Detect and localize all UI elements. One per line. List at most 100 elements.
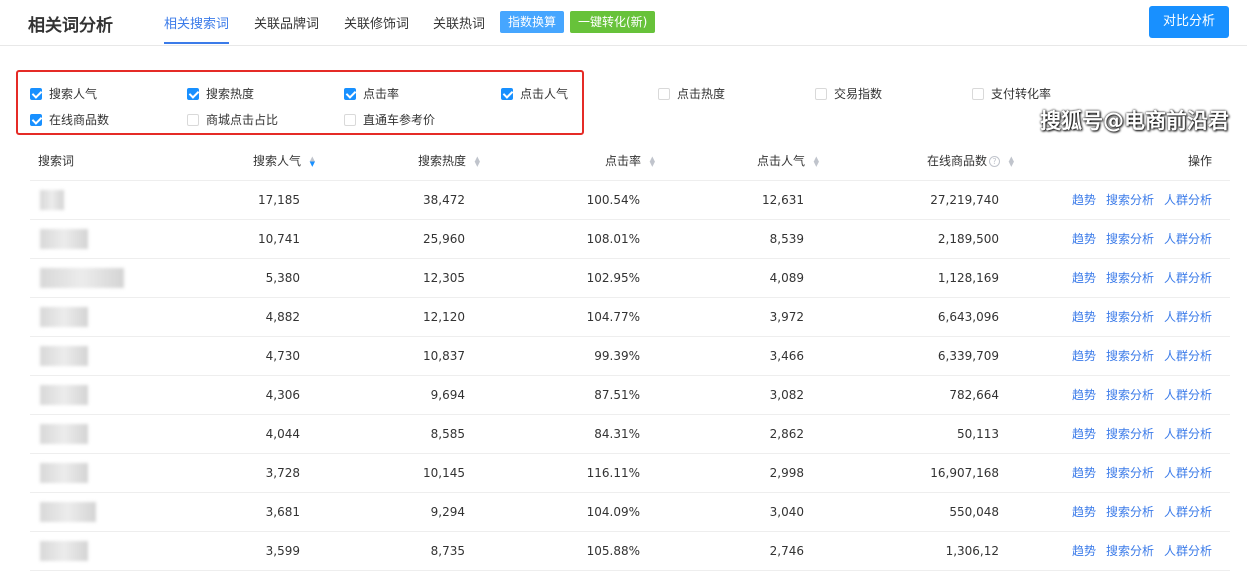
action-link[interactable]: 人群分析 xyxy=(1163,388,1212,402)
filter-checkbox[interactable]: 点击率 xyxy=(344,85,399,102)
tab-brand[interactable]: 关联品牌词 xyxy=(254,17,320,32)
action-link[interactable]: 人群分析 xyxy=(1163,349,1212,363)
action-link[interactable]: 趋势 xyxy=(1071,349,1096,363)
filter-checkbox[interactable]: 直通车参考价 xyxy=(344,111,435,128)
checkbox-icon[interactable] xyxy=(658,87,670,100)
cell-value: 87.51% xyxy=(594,388,640,402)
action-link[interactable]: 趋势 xyxy=(1071,466,1096,480)
tab-hot[interactable]: 关联热词 xyxy=(433,17,486,32)
compare-button[interactable]: 对比分析 xyxy=(1149,6,1229,38)
cell-value: 17,185 xyxy=(258,193,300,207)
cell-value: 8,585 xyxy=(430,427,465,441)
action-link[interactable]: 趋势 xyxy=(1071,232,1096,246)
index-convert-button[interactable]: 指数换算 xyxy=(500,11,565,33)
tab-modifier[interactable]: 关联修饰词 xyxy=(344,17,410,32)
cell-value: 2,189,500 xyxy=(937,232,999,246)
row-actions: 趋势 搜索分析 人群分析 xyxy=(1062,454,1212,493)
row-actions: 趋势 搜索分析 人群分析 xyxy=(1062,337,1212,376)
keyword-blurred[interactable] xyxy=(40,541,88,561)
checkbox-icon[interactable] xyxy=(30,87,42,100)
cell-value: 99.39% xyxy=(594,349,640,363)
sort-icon[interactable]: ▲ ▼ xyxy=(1008,154,1014,168)
checkbox-icon[interactable] xyxy=(187,113,199,126)
action-link[interactable]: 搜索分析 xyxy=(1105,427,1154,441)
action-link[interactable]: 搜索分析 xyxy=(1105,193,1154,207)
filter-checkbox[interactable]: 点击人气 xyxy=(501,85,568,102)
cell-value: 3,728 xyxy=(265,466,300,480)
col-online-items[interactable]: 在线商品数? ▲ ▼ xyxy=(927,142,1014,181)
action-link[interactable]: 搜索分析 xyxy=(1105,232,1154,246)
checkbox-icon[interactable] xyxy=(344,87,356,100)
filter-label: 搜索热度 xyxy=(206,87,255,101)
action-link[interactable]: 人群分析 xyxy=(1163,193,1212,207)
table-row: 10,741 25,960 108.01% 8,539 2,189,500 趋势 搜索分析人… xyxy=(30,220,1230,259)
col-label: 在线商品数 xyxy=(926,154,987,168)
keyword-blurred[interactable] xyxy=(40,229,88,249)
one-click-convert-button[interactable]: 一键转化(新) xyxy=(570,11,656,33)
action-link[interactable]: 搜索分析 xyxy=(1105,310,1154,324)
cell-value: 10,741 xyxy=(258,232,300,246)
filter-checkbox[interactable]: 商城点击占比 xyxy=(187,111,278,128)
action-link[interactable]: 趋势 xyxy=(1071,505,1096,519)
table-row: 4,882 12,120 104.77% 3,972 6,643,096 趋势 搜索分析 人群… xyxy=(30,298,1230,337)
cell-value: 5,380 xyxy=(265,271,300,285)
action-link[interactable]: 趋势 xyxy=(1071,427,1096,441)
action-link[interactable]: 搜索分析 xyxy=(1105,349,1154,363)
filter-checkbox[interactable]: 交易指数 xyxy=(815,85,882,102)
cell-value: 104.09% xyxy=(586,505,640,519)
keyword-blurred[interactable] xyxy=(40,385,88,405)
action-link[interactable]: 趋势 xyxy=(1071,544,1096,558)
action-link[interactable]: 人群分析 xyxy=(1163,310,1212,324)
filter-checkbox[interactable]: 在线商品数 xyxy=(30,111,109,128)
action-link[interactable]: 搜索分析 xyxy=(1105,388,1154,402)
action-link[interactable]: 趋势 xyxy=(1071,271,1096,285)
action-link[interactable]: 搜索分析 xyxy=(1105,544,1154,558)
cell-value: 38,472 xyxy=(423,193,465,207)
cell-value: 12,631 xyxy=(762,193,804,207)
keyword-blurred[interactable] xyxy=(40,268,124,288)
checkbox-icon[interactable] xyxy=(344,113,356,126)
col-actions: 操作 xyxy=(1187,154,1212,168)
action-link[interactable]: 趋势 xyxy=(1071,388,1096,402)
help-icon[interactable]: ? xyxy=(989,156,1000,167)
keyword-blurred[interactable] xyxy=(40,346,88,366)
action-link[interactable]: 搜索分析 xyxy=(1105,271,1154,285)
filter-label: 直通车参考价 xyxy=(363,113,436,127)
action-link[interactable]: 趋势 xyxy=(1071,193,1096,207)
keyword-blurred[interactable] xyxy=(40,424,88,444)
action-link[interactable]: 搜索分析 xyxy=(1105,466,1154,480)
keyword-blurred[interactable] xyxy=(40,463,88,483)
checkbox-icon[interactable] xyxy=(187,87,199,100)
action-link[interactable]: 人群分析 xyxy=(1163,544,1212,558)
action-link[interactable]: 人群分析 xyxy=(1163,232,1212,246)
checkbox-icon[interactable] xyxy=(815,87,827,100)
sort-icon[interactable]: ▲ ▼ xyxy=(474,154,480,168)
tab-related-search[interactable]: 相关搜索词 xyxy=(164,13,230,44)
keyword-blurred[interactable] xyxy=(40,502,96,522)
keyword-blurred[interactable] xyxy=(40,307,88,327)
filter-checkbox[interactable]: 搜索人气 xyxy=(30,85,97,102)
filter-checkbox[interactable]: 搜索热度 xyxy=(187,85,254,102)
action-link[interactable]: 趋势 xyxy=(1071,310,1096,324)
action-link[interactable]: 搜索分析 xyxy=(1105,505,1154,519)
sort-icon[interactable]: ▲ ▼ xyxy=(813,154,819,168)
table-row: 17,185 38,472 100.54% 12,631 27,219,740 趋势 搜索分… xyxy=(30,181,1230,220)
filter-checkbox[interactable]: 点击热度 xyxy=(658,85,725,102)
cell-value: 8,539 xyxy=(769,232,804,246)
cell-value: 4,306 xyxy=(265,388,300,402)
filter-checkbox[interactable]: 支付转化率 xyxy=(972,85,1051,102)
col-click-popularity[interactable]: 点击人气 ▲ ▼ xyxy=(757,142,819,181)
checkbox-icon[interactable] xyxy=(972,87,984,100)
action-link[interactable]: 人群分析 xyxy=(1163,427,1212,441)
action-link[interactable]: 人群分析 xyxy=(1163,466,1212,480)
col-search-heat[interactable]: 搜索热度 ▲ ▼ xyxy=(418,142,480,181)
col-search-popularity[interactable]: 搜索人气 ▲ ▼ xyxy=(253,142,315,181)
col-ctr[interactable]: 点击率 ▲ ▼ xyxy=(605,142,655,181)
checkbox-icon[interactable] xyxy=(30,113,42,126)
sort-icon[interactable]: ▲ ▼ xyxy=(309,154,315,168)
keyword-blurred[interactable] xyxy=(40,190,64,210)
action-link[interactable]: 人群分析 xyxy=(1163,271,1212,285)
sort-icon[interactable]: ▲ ▼ xyxy=(649,154,655,168)
checkbox-icon[interactable] xyxy=(501,87,513,100)
action-link[interactable]: 人群分析 xyxy=(1163,505,1212,519)
